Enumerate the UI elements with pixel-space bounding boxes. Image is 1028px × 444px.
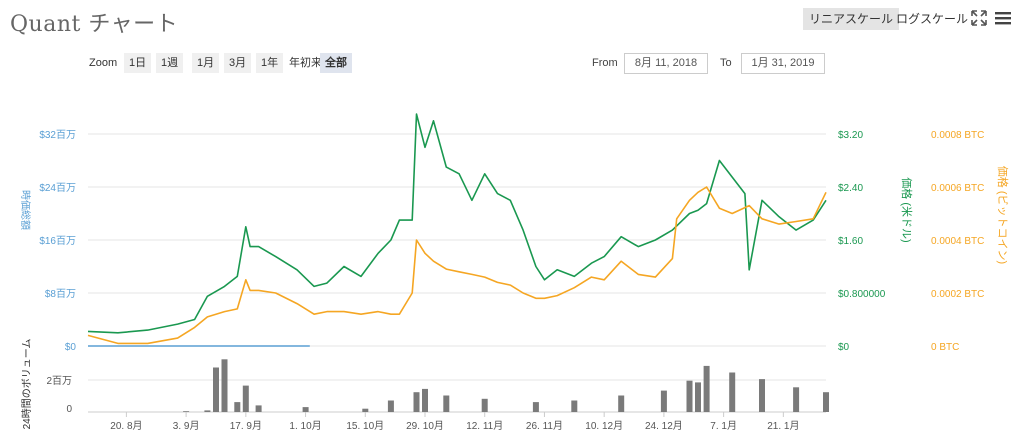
btc-axis-tick-label: 0.0004 BTC [931,236,984,247]
volume-bar [571,400,578,412]
zoom-1w-button[interactable]: 1週 [156,53,184,73]
menu-icon[interactable] [994,9,1012,27]
to-date-input[interactable]: 1月 31, 2019 [741,53,825,74]
volume-bar [481,398,488,412]
usd-axis-tick-label: $3.20 [838,130,863,141]
volume-bar [183,411,190,412]
volume-bar [443,395,450,412]
x-axis-tick-label: 20. 8月 [110,420,142,432]
btc-axis-tick-label: 0.0006 BTC [931,183,984,194]
volume-bar [532,402,539,412]
log-scale-button[interactable]: ログスケール [896,12,969,26]
btc-axis-tick-label: 0.0002 BTC [931,289,984,300]
usd-price-line [87,113,827,334]
volume-bar [413,392,420,412]
zoom-ytd-button[interactable]: 年初来 [289,57,322,69]
volume-bar [255,405,262,412]
volume-bar [234,402,241,412]
zoom-3m-button[interactable]: 3月 [224,53,252,73]
volume-axis-tick-label: $8百万 [45,288,76,300]
zoom-1d-button[interactable]: 1日 [124,53,152,73]
volume-axis-tick-label: $0 [65,342,77,353]
x-axis-tick-label: 26. 11月 [526,420,563,432]
x-axis-tick-label: 3. 9月 [173,420,200,432]
zoom-1y-button[interactable]: 1年 [256,53,284,73]
x-axis-tick-label: 7. 1月 [710,420,737,432]
zoom-label: Zoom [89,57,118,69]
btc-axis-title: 価格 (ビットコイン) [996,166,1010,264]
volume-axis-tick-label: $32百万 [39,129,76,141]
vol24-axis-tick-label: 2百万 [46,375,72,387]
x-axis-tick-label: 12. 11月 [466,420,503,432]
x-axis-tick-label: 24. 12月 [645,420,683,432]
zoom-1m-button[interactable]: 1月 [192,53,220,73]
volume-bar [618,395,625,412]
volume-bar [387,400,394,412]
vol24-axis-title: 24時間のボリューム [21,339,33,430]
volume-bar [686,380,693,412]
zoom-all-button[interactable]: 全部 [320,53,352,73]
volume-bar [221,359,228,412]
usd-axis-tick-label: $2.40 [838,183,863,194]
volume-axis-tick-label: $16百万 [39,235,76,247]
volume-bar [793,387,800,412]
x-axis-tick-label: 21. 1月 [767,420,799,432]
volume-bar [422,388,428,412]
volume-bar [660,390,667,412]
page-title: Quant チャート [10,12,179,37]
volume-bar [204,410,211,412]
volume-bar [242,385,249,412]
volume-bar [759,379,765,412]
btc-axis-tick-label: 0.0008 BTC [931,130,984,141]
volume-bar [823,392,829,412]
btc-price-line [87,186,827,345]
from-date-input[interactable]: 8月 11, 2018 [624,53,708,74]
linear-scale-button[interactable]: リニアスケール [803,8,900,30]
btc-axis-tick-label: 0 BTC [931,342,959,353]
volume-bar [302,407,309,412]
from-label: From [592,57,618,69]
usd-axis-tick-label: $1.60 [838,236,863,247]
volume-bar [729,372,736,412]
x-axis-tick-label: 29. 10月 [406,420,444,432]
volume-bar [703,365,710,412]
usd-axis-tick-label: $0.800000 [838,289,886,300]
x-axis-tick-label: 10. 12月 [585,420,623,432]
volume-axis-tick-label: $24百万 [39,182,76,194]
to-label: To [720,57,732,69]
x-axis-tick-label: 15. 10月 [346,420,384,432]
volume-bar [695,382,701,412]
x-axis-tick-label: 17. 9月 [230,420,262,432]
x-axis-tick-label: 1. 10月 [289,420,321,432]
volume-axis-title: 時価総額 [19,190,32,230]
volume-bar [362,408,369,412]
volume-bar [213,367,219,412]
vol24-axis-tick-label: 0 [66,404,72,415]
usd-axis-tick-label: $0 [838,342,850,353]
fullscreen-icon[interactable] [970,9,988,27]
usd-axis-title: 価格 (米ドル) [900,177,914,242]
